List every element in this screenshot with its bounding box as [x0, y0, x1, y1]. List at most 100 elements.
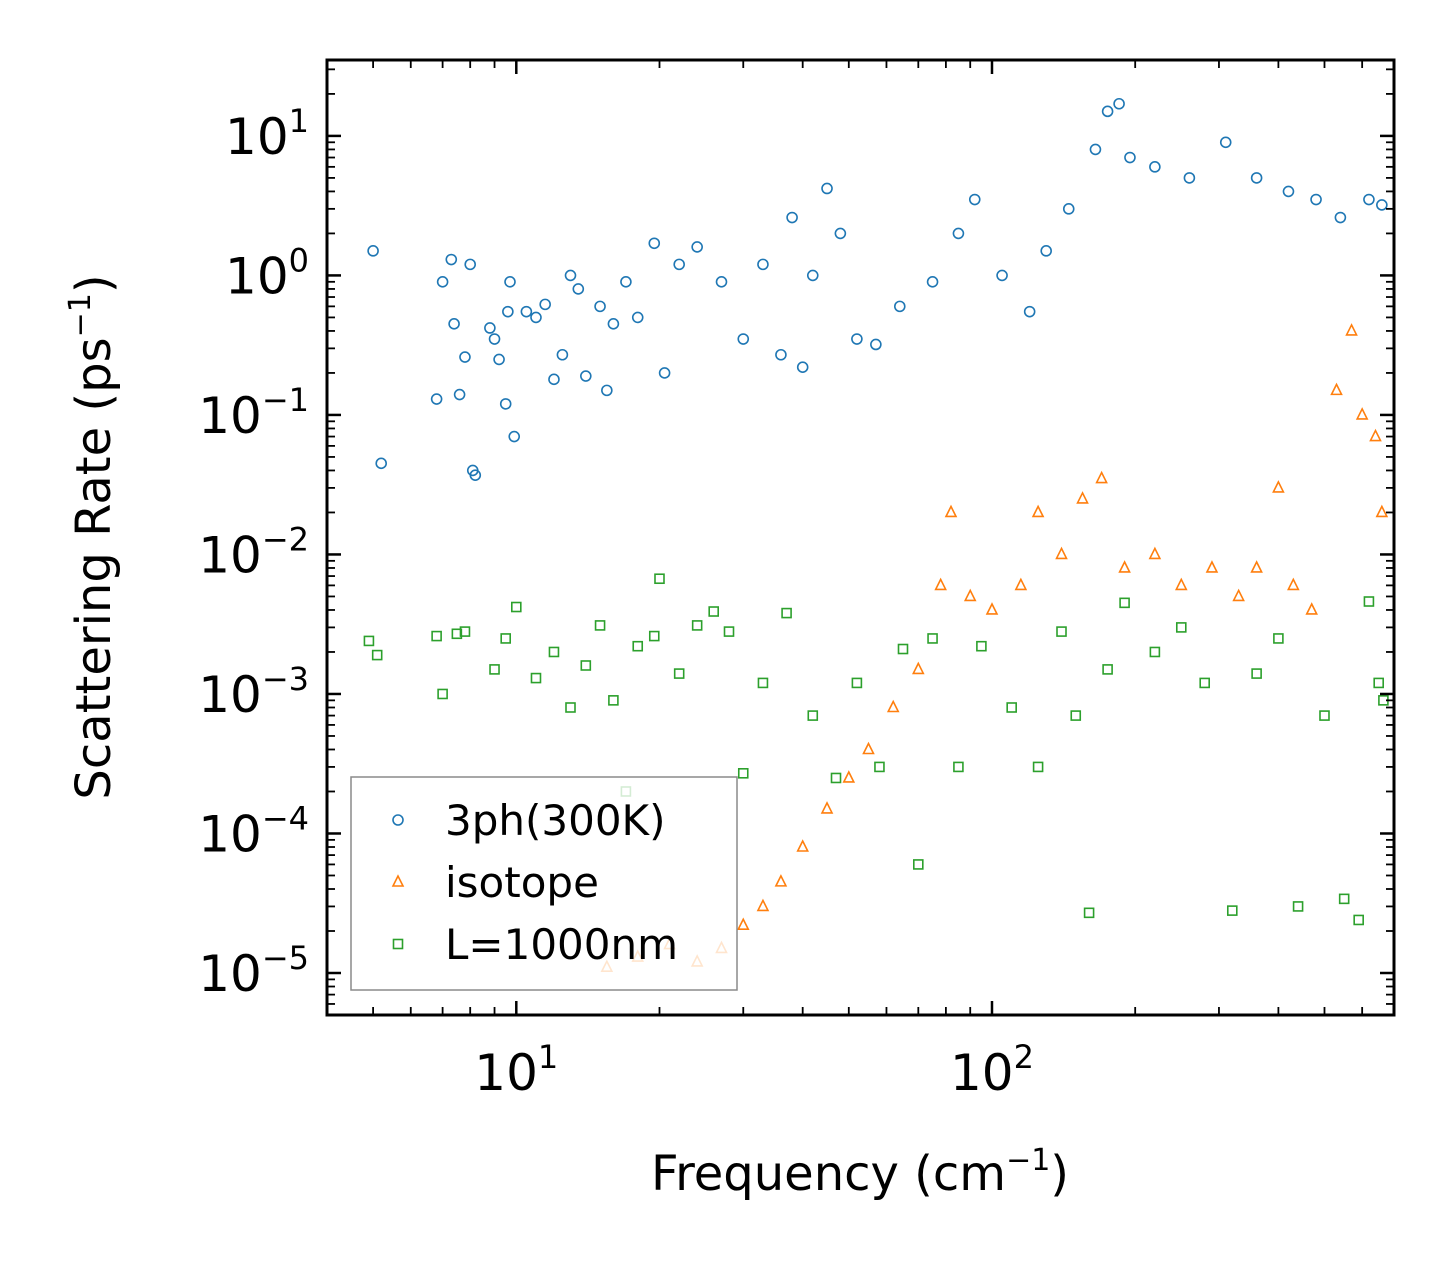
data-point — [821, 182, 833, 195]
data-point — [912, 661, 925, 675]
data-point — [608, 695, 619, 706]
data-point — [927, 633, 938, 644]
data-point — [1149, 161, 1161, 173]
data-point — [371, 649, 383, 661]
data-point — [1305, 602, 1318, 615]
data-point — [437, 688, 448, 700]
data-point — [830, 772, 842, 784]
data-point — [1273, 633, 1284, 644]
data-point — [820, 801, 834, 814]
data-point — [851, 677, 863, 689]
data-point — [1175, 622, 1187, 633]
data-point — [673, 668, 685, 679]
tick-label: 10−1 — [198, 381, 309, 445]
data-point — [968, 193, 981, 206]
legend-box — [350, 776, 738, 991]
data-point — [1310, 193, 1322, 206]
data-point — [796, 361, 809, 373]
data-point — [500, 633, 512, 644]
data-point — [508, 430, 521, 443]
data-point — [580, 370, 592, 382]
data-markers-layer — [363, 97, 1389, 973]
data-point — [1148, 546, 1162, 560]
tick-label: 10−5 — [198, 939, 309, 1003]
data-point — [897, 643, 909, 655]
data-point — [1219, 136, 1232, 149]
data-point — [1089, 143, 1102, 156]
data-point — [1363, 596, 1375, 607]
data-point — [658, 367, 671, 379]
data-point — [436, 276, 449, 288]
data-point — [786, 211, 798, 224]
data-point — [1119, 597, 1130, 609]
data-point — [1102, 664, 1113, 675]
data-point — [459, 626, 471, 637]
data-point — [723, 626, 735, 637]
data-point — [1149, 646, 1161, 658]
data-point — [1292, 901, 1304, 912]
data-point — [952, 227, 965, 240]
legend-label: 3ph(300K) — [445, 796, 665, 845]
data-point — [1055, 546, 1068, 560]
data-point — [631, 311, 644, 324]
data-point — [673, 258, 685, 271]
tick-label: 102 — [950, 1038, 1034, 1102]
data-point — [607, 318, 620, 330]
data-point — [963, 588, 977, 602]
data-point — [564, 269, 577, 282]
y-axis-label: Scattering Rate (ps−1) — [63, 274, 122, 799]
data-point — [1124, 151, 1136, 164]
data-point — [548, 373, 560, 386]
data-point — [594, 620, 606, 631]
data-point — [654, 573, 665, 585]
data-point — [459, 351, 471, 363]
legend-label: L=1000nm — [445, 920, 678, 969]
data-point — [1199, 677, 1211, 689]
tick-label: 101 — [474, 1038, 558, 1102]
plot-frame — [325, 58, 1396, 1017]
data-point — [1282, 185, 1295, 198]
data-point — [1272, 480, 1285, 493]
data-point — [1118, 560, 1131, 573]
data-point — [1174, 577, 1188, 591]
data-point — [691, 241, 703, 253]
data-point — [556, 348, 569, 361]
data-point — [1095, 470, 1108, 484]
data-point — [807, 710, 819, 721]
data-point — [1062, 203, 1075, 215]
data-point — [580, 660, 592, 671]
data-point — [1376, 199, 1388, 211]
data-point — [448, 318, 460, 330]
data-point — [1345, 323, 1358, 336]
data-point — [1032, 761, 1044, 773]
x-axis-label: Frequency (cm−1) — [651, 1143, 1069, 1202]
data-point — [601, 384, 613, 397]
data-point — [737, 768, 749, 779]
data-point — [851, 333, 863, 345]
data-point — [565, 702, 576, 713]
legend-marker — [391, 874, 405, 887]
data-point — [1338, 893, 1350, 905]
data-point — [757, 258, 769, 271]
data-point — [499, 398, 512, 410]
y-axis-label-exponent: −1 — [63, 293, 98, 337]
data-point — [1353, 914, 1364, 926]
data-point — [1101, 105, 1114, 118]
data-point — [1251, 668, 1262, 679]
data-point — [430, 393, 443, 405]
data-point — [1031, 504, 1045, 518]
data-point — [484, 322, 496, 334]
data-point — [1023, 305, 1036, 318]
data-point — [1375, 504, 1389, 518]
data-point — [1369, 428, 1382, 442]
data-point — [934, 577, 947, 591]
data-point — [806, 269, 819, 282]
data-point — [520, 305, 533, 318]
data-point — [489, 664, 500, 675]
data-point — [539, 298, 551, 311]
data-point — [1056, 626, 1067, 637]
tick-label: 10−4 — [198, 799, 309, 863]
data-point — [757, 677, 769, 689]
tick-label: 10−3 — [198, 660, 309, 724]
data-point — [530, 311, 542, 324]
